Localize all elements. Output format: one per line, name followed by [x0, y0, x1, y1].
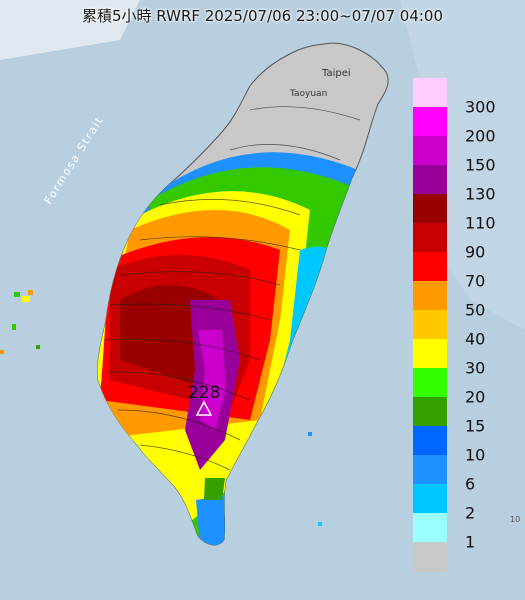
legend-label: 2	[465, 503, 476, 523]
legend-label: 10	[465, 445, 486, 465]
legend-swatch	[413, 194, 447, 224]
legend-swatch	[413, 310, 447, 340]
legend-swatch	[413, 136, 447, 166]
legend-swatch	[413, 513, 447, 543]
legend-label: 20	[465, 387, 486, 407]
china-coast	[0, 0, 140, 60]
legend-label: 130	[465, 184, 496, 204]
legend-swatch	[413, 78, 447, 108]
taoyuan-label: Taoyuan	[289, 89, 327, 99]
legend-swatch	[413, 397, 447, 427]
legend-label: 300	[465, 97, 496, 117]
legend-swatch	[413, 542, 447, 572]
legend-label: 30	[465, 358, 486, 378]
legend-swatch	[413, 339, 447, 369]
max-rainfall-value: 228	[188, 383, 220, 403]
legend-label: 15	[465, 416, 486, 436]
legend-swatch	[413, 165, 447, 195]
legend-label: 90	[465, 242, 486, 262]
legend-swatch	[413, 455, 447, 485]
legend-swatch	[413, 252, 447, 282]
legend-label: 110	[465, 213, 496, 233]
legend-label: 200	[465, 126, 496, 146]
legend-swatch	[413, 426, 447, 456]
legend-label: 40	[465, 329, 486, 349]
boundary-lines	[103, 106, 361, 471]
legend-swatch	[413, 107, 447, 137]
legend-label: 70	[465, 271, 486, 291]
legend-swatch	[413, 368, 447, 398]
map-title: 累積5小時 RWRF 2025/07/06 23:00~07/07 04:00	[81, 7, 444, 25]
legend-label: 6	[465, 474, 476, 494]
taipei-label: Taipei	[321, 68, 351, 79]
legend-swatch	[413, 223, 447, 253]
offshore-echoes	[0, 290, 322, 526]
edge-mark: 10	[510, 515, 520, 524]
legend-swatch	[413, 484, 447, 514]
legend-label: 150	[465, 155, 496, 175]
legend-swatch	[413, 281, 447, 311]
legend-label: 50	[465, 300, 486, 320]
max-rainfall-marker	[195, 400, 213, 416]
legend-label: 1	[465, 532, 476, 552]
